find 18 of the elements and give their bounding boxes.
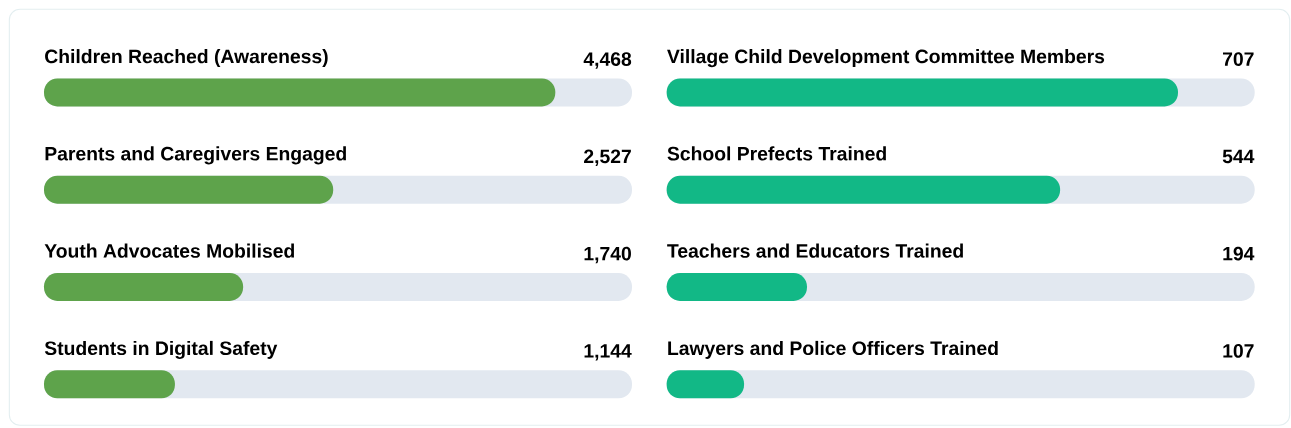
bar <box>666 272 807 301</box>
data-label: 4,468 <box>583 52 632 69</box>
data-label: 194 <box>1223 246 1255 261</box>
data-label: 107 <box>1223 344 1254 358</box>
data-label: 2,527 <box>584 149 631 167</box>
category-label: Youth Advocates Mobilised <box>44 243 294 258</box>
data-label: 707 <box>1223 52 1254 66</box>
data-label: 1,740 <box>584 246 631 264</box>
category-label: Children Reached (Awareness) <box>45 49 328 68</box>
data-label: 544 <box>1222 149 1255 164</box>
category-label: Parents and Caregivers Engaged <box>45 146 346 165</box>
category-label: School Prefects Trained <box>667 146 886 161</box>
category-label: Village Child Development Committee Members <box>667 49 1105 68</box>
bar <box>44 370 175 399</box>
category-label: Lawyers and Police Officers Trained <box>668 340 998 359</box>
category-label: Teachers and Educators Trained <box>667 243 963 258</box>
data-label: 1,144 <box>584 344 632 361</box>
category-label: Students in Digital Safety <box>44 340 278 359</box>
